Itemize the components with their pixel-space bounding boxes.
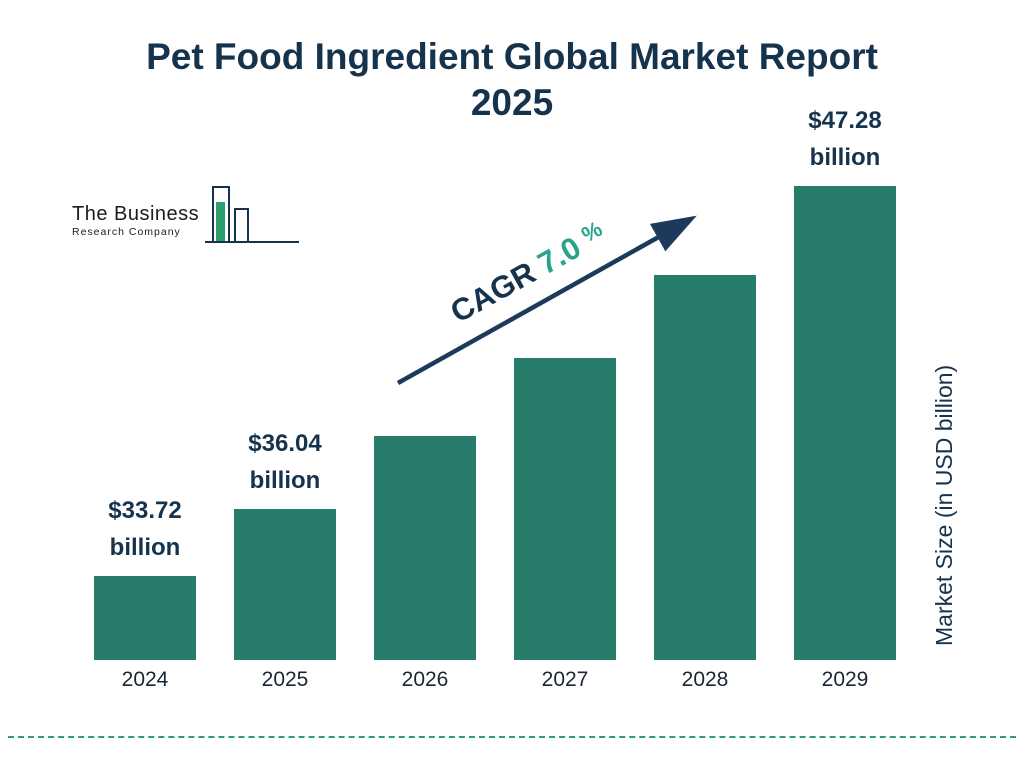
chart-area: $33.72 billion $36.04 billion $47.28 billi…	[75, 107, 915, 660]
bottom-dashed-divider	[8, 736, 1016, 738]
bar-column	[495, 358, 635, 660]
logo-text: The Business Research Company	[72, 203, 199, 252]
bar-column	[635, 275, 775, 660]
x-axis-tick-label: 2028	[681, 668, 729, 691]
logo-name: The Business	[72, 203, 200, 225]
bar	[794, 186, 896, 660]
logo-subtitle: Research Company	[72, 226, 181, 238]
x-axis-labels: 2024 2025 2026 2027 2028 2029	[75, 668, 915, 692]
bar-column: $33.72 billion	[75, 492, 215, 660]
page-title: Pet Food Ingredient Global Market Report…	[0, 34, 1024, 127]
x-axis-tick-label: 2026	[401, 668, 449, 691]
bar-value-label: $33.72 billion	[108, 496, 182, 561]
bar-column	[355, 436, 495, 660]
company-logo: The Business Research Company	[72, 182, 301, 252]
x-axis-tick-label: 2029	[821, 668, 869, 691]
x-axis-tick-label: 2025	[261, 668, 309, 691]
bar	[514, 358, 616, 660]
x-axis-tick-label: 2027	[541, 668, 589, 691]
x-axis-tick-label: 2024	[121, 668, 169, 691]
y-axis-title: Market Size (in USD billion)	[931, 364, 957, 646]
bar	[94, 576, 196, 660]
logo-bars-icon	[205, 186, 300, 243]
bar-value-label: $36.04 billion	[248, 429, 322, 494]
title-line-1: Pet Food Ingredient Global Market Report	[146, 36, 878, 77]
bar	[374, 436, 476, 660]
bar	[654, 275, 756, 660]
bar-columns: $33.72 billion $36.04 billion $47.28 billi…	[75, 107, 915, 660]
bar	[234, 509, 336, 660]
bar-column: $36.04 billion	[215, 425, 355, 660]
bar-column: $47.28 billion	[775, 102, 915, 660]
bar-value-label: $47.28 billion	[808, 106, 882, 171]
title-line-2: 2025	[470, 82, 554, 124]
